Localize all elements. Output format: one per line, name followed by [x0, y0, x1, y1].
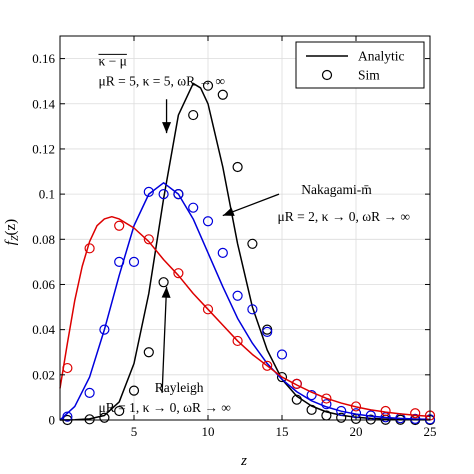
y-tick-label-1: 0.02 — [32, 367, 55, 382]
series-1-marker-3 — [114, 256, 125, 267]
plot-area: 5 10 15 20 25 0 0.02 0.04 0.06 0.08 0.1 0.12 0.14 0.1… — [32, 35, 437, 439]
annotation-arrowhead-0 — [162, 122, 172, 134]
legend-box — [295, 41, 425, 89]
series-0-marker-10 — [217, 89, 228, 100]
x-tick-label-1: 10 — [202, 424, 215, 439]
series-0-marker-15 — [291, 394, 302, 405]
series-0-marker-16 — [306, 404, 317, 415]
series-0-marker-11 — [232, 161, 243, 173]
annotation-arrowhead-1 — [222, 207, 235, 216]
series-2-marker-12 — [410, 408, 421, 419]
series-0-marker-12 — [247, 238, 258, 249]
series-0-marker-5 — [143, 347, 154, 358]
x-tick-label-0: 5 — [131, 424, 138, 439]
series-1-marker-7 — [173, 189, 184, 200]
x-tick-label-4: 25 — [424, 424, 437, 439]
series-0-marker-3 — [114, 405, 125, 417]
series-0-marker-2 — [99, 412, 110, 423]
series-1-marker-6 — [158, 189, 169, 200]
series-1-marker-18 — [336, 405, 347, 417]
y-tick-label-8: 0.16 — [32, 51, 55, 66]
annotation-text-0: κ − μ — [98, 53, 126, 68]
x-axis-label: z — [240, 453, 247, 469]
series-0-marker-14 — [276, 371, 288, 383]
series-1-marker-0 — [62, 411, 73, 422]
series-1-marker-11 — [232, 290, 243, 301]
series-0-marker-4 — [128, 385, 140, 396]
series-0-marker-9 — [202, 80, 214, 91]
x-tick-label-2: 15 — [276, 424, 289, 439]
plot-background — [60, 36, 430, 420]
series-2-marker-5 — [202, 304, 214, 315]
series-1-marker-17 — [321, 399, 332, 410]
legend-label-0: Analytic — [358, 49, 405, 64]
series-2-marker-4 — [173, 268, 184, 279]
annotation-text-1: μR = 5, κ = 5, ωR → ∞ — [98, 74, 225, 89]
series-2-marker-8 — [291, 378, 302, 389]
annotation-text-4: Rayleigh — [155, 380, 204, 395]
y-tick-label-0: 0 — [49, 413, 56, 428]
series-1-marker-13 — [262, 326, 273, 338]
y-tick-label-7: 0.14 — [32, 96, 55, 111]
y-tick-label-2: 0.04 — [32, 322, 55, 337]
series-2-marker-0 — [62, 362, 73, 374]
y-axis-label-sub: Z — [10, 235, 21, 241]
legend-marker-icon-1 — [321, 69, 333, 81]
annotation-text-2: Nakagami-m̄ — [301, 182, 372, 197]
series-2-curve — [59, 215, 431, 418]
annotation-text-3: μR = 2, κ → 0, ωR → ∞ — [278, 209, 410, 224]
series-1-curve — [59, 182, 431, 421]
series-2-marker-2 — [114, 220, 125, 231]
series-0-curve — [59, 82, 431, 421]
annotation-text-5: μR = 1, κ → 0, ωR → ∞ — [98, 400, 230, 415]
series-1-marker-10 — [217, 247, 228, 258]
y-axis-label-arg: (z) — [3, 219, 19, 236]
series-2-marker-1 — [84, 243, 95, 254]
series-2-marker-6 — [232, 335, 243, 347]
x-tick-label-3: 20 — [350, 424, 363, 439]
series-1-marker-12 — [247, 304, 258, 315]
annotation-arrow-2 — [161, 286, 168, 393]
series-2-marker-3 — [143, 234, 154, 245]
series-1-marker-8 — [188, 202, 199, 213]
series-0-marker-18 — [336, 412, 347, 423]
series-1-marker-1 — [84, 387, 95, 398]
y-axis-label: fZ(z) — [3, 219, 21, 245]
series-1-marker-5 — [143, 186, 154, 197]
series-0-marker-6 — [158, 277, 169, 288]
y-axis-label-f: f — [3, 239, 19, 245]
axes-box — [59, 35, 431, 421]
annotation-arrowhead-2 — [161, 286, 171, 298]
series-1-marker-9 — [202, 216, 214, 227]
series-2-marker-11 — [380, 405, 391, 417]
series-0-marker-8 — [188, 109, 199, 121]
y-tick-label-5: 0.1 — [39, 187, 55, 202]
series-1-marker-2 — [99, 324, 110, 335]
series-2-marker-7 — [262, 360, 273, 371]
y-tick-label-6: 0.12 — [32, 141, 55, 156]
series-1-marker-4 — [128, 256, 140, 267]
y-tick-label-4: 0.08 — [32, 232, 55, 247]
series-0-marker-1 — [84, 414, 95, 425]
series-2-marker-9 — [321, 393, 332, 404]
y-tick-label-3: 0.06 — [32, 277, 55, 292]
legend-label-1: Sim — [358, 68, 380, 83]
series-2-marker-10 — [350, 401, 362, 412]
series-1-marker-16 — [306, 390, 317, 401]
series-1-marker-14 — [276, 349, 288, 360]
series-1-marker-23 — [410, 413, 421, 424]
